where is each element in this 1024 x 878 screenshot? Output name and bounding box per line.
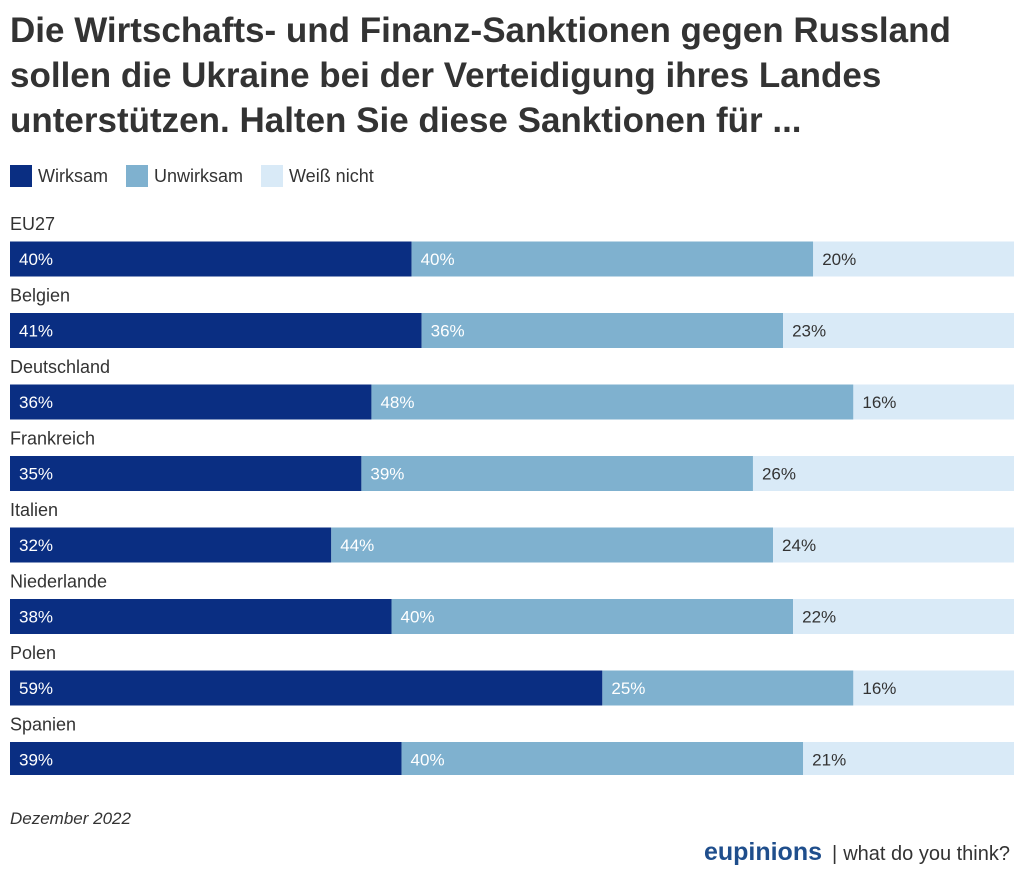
bar-segment-wirksam [10, 313, 422, 348]
data-label-unwirksam: 44% [340, 536, 374, 555]
bar-segment-unwirksam [602, 670, 854, 706]
bar-segment-wirksam [10, 599, 392, 634]
data-label-wirksam: 32% [19, 536, 53, 555]
data-label-weiss-nicht: 26% [762, 465, 796, 484]
category-label: Italien [10, 500, 58, 520]
bar-segment-weiss-nicht [853, 670, 1014, 706]
brand-separator: | [832, 843, 838, 865]
bar-segment-wirksam [10, 384, 372, 420]
bar-segment-unwirksam [371, 384, 854, 420]
data-label-unwirksam: 39% [370, 465, 404, 484]
data-label-weiss-nicht: 23% [792, 322, 826, 341]
bar-segment-weiss-nicht [773, 527, 1014, 563]
bar-segment-wirksam [10, 241, 412, 277]
stacked-bar-chart: EU27 40% 40% 20% Belgien 41% 36% 23% Deutschland… [10, 214, 1014, 775]
data-label-wirksam: 35% [19, 465, 53, 484]
bar-row-belgien: Belgien 41% 36% 23% [10, 286, 1014, 348]
brand-tagline: what do you think? [843, 843, 1010, 865]
category-label: Belgien [10, 286, 70, 306]
brand-logo: eupinions [703, 838, 823, 866]
legend-label-wirksam: Wirksam [38, 165, 108, 186]
legend-label-weiss-nicht: Weiß nicht [289, 165, 374, 186]
data-label-wirksam: 40% [19, 250, 53, 269]
data-label-wirksam: 41% [19, 322, 53, 341]
bar-segment-unwirksam [421, 313, 784, 348]
legend-swatch-weiss-nicht [261, 165, 284, 187]
bar-row-italien: Italien 32% 44% 24% [10, 500, 1014, 563]
category-label: Deutschland [10, 357, 110, 377]
data-label-wirksam: 36% [19, 393, 53, 412]
bar-segment-wirksam [10, 527, 332, 563]
bar-row-niederlande: Niederlande 38% 40% 22% [10, 572, 1014, 634]
bar-segment-unwirksam [331, 527, 774, 563]
bar-segment-weiss-nicht [853, 384, 1014, 420]
category-label: Niederlande [10, 572, 107, 592]
bar-segment-wirksam [10, 742, 402, 775]
bar-segment-weiss-nicht [783, 313, 1014, 348]
data-label-unwirksam: 48% [380, 393, 414, 412]
data-label-weiss-nicht: 16% [862, 679, 896, 698]
bar-segment-wirksam [10, 670, 603, 706]
bar-row-deutschland: Deutschland 36% 48% 16% [10, 357, 1014, 420]
legend-item-weiss-nicht: Weiß nicht [261, 165, 374, 187]
survey-date: Dezember 2022 [10, 809, 131, 828]
data-label-wirksam: 38% [19, 608, 53, 627]
bar-segment-unwirksam [361, 456, 753, 491]
bar-row-frankreich: Frankreich 35% 39% 26% [10, 429, 1014, 491]
data-label-weiss-nicht: 16% [862, 393, 896, 412]
data-label-wirksam: 59% [19, 679, 53, 698]
legend-label-unwirksam: Unwirksam [154, 165, 244, 186]
bar-row-spanien: Spanien 39% 40% 21% [10, 715, 1014, 775]
data-label-unwirksam: 25% [611, 679, 645, 698]
data-label-weiss-nicht: 24% [782, 536, 816, 555]
data-label-weiss-nicht: 20% [822, 250, 856, 269]
bar-segment-weiss-nicht [793, 599, 1014, 634]
bar-segment-unwirksam [411, 241, 814, 277]
data-label-wirksam: 39% [19, 751, 53, 770]
data-label-unwirksam: 40% [411, 751, 445, 770]
bar-segment-unwirksam [391, 599, 794, 634]
bar-segment-wirksam [10, 456, 362, 491]
data-label-unwirksam: 40% [421, 250, 455, 269]
data-label-unwirksam: 36% [431, 322, 465, 341]
chart-title: Die Wirtschafts- und Finanz-Sanktionen g… [10, 11, 951, 140]
bar-row-polen: Polen 59% 25% 16% [10, 643, 1014, 706]
category-label: Spanien [10, 715, 76, 735]
legend-item-unwirksam: Unwirksam [126, 165, 243, 187]
data-label-unwirksam: 40% [401, 608, 435, 627]
legend-swatch-wirksam [10, 165, 32, 187]
bar-segment-weiss-nicht [813, 241, 1014, 277]
brand-footer: eupinions | what do you think? [704, 838, 1010, 867]
data-label-weiss-nicht: 21% [812, 751, 846, 770]
bar-segment-weiss-nicht [752, 456, 1014, 491]
category-label: Frankreich [10, 429, 95, 449]
bar-segment-unwirksam [401, 742, 804, 775]
category-label: Polen [10, 643, 56, 663]
legend: Wirksam Unwirksam Weiß nicht [10, 163, 392, 189]
category-label: EU27 [10, 214, 55, 234]
data-label-weiss-nicht: 22% [802, 608, 836, 627]
bar-segment-weiss-nicht [803, 742, 1014, 775]
bar-row-eu27: EU27 40% 40% 20% [10, 214, 1014, 277]
legend-swatch-unwirksam [126, 165, 148, 187]
legend-item-wirksam: Wirksam [10, 165, 108, 187]
